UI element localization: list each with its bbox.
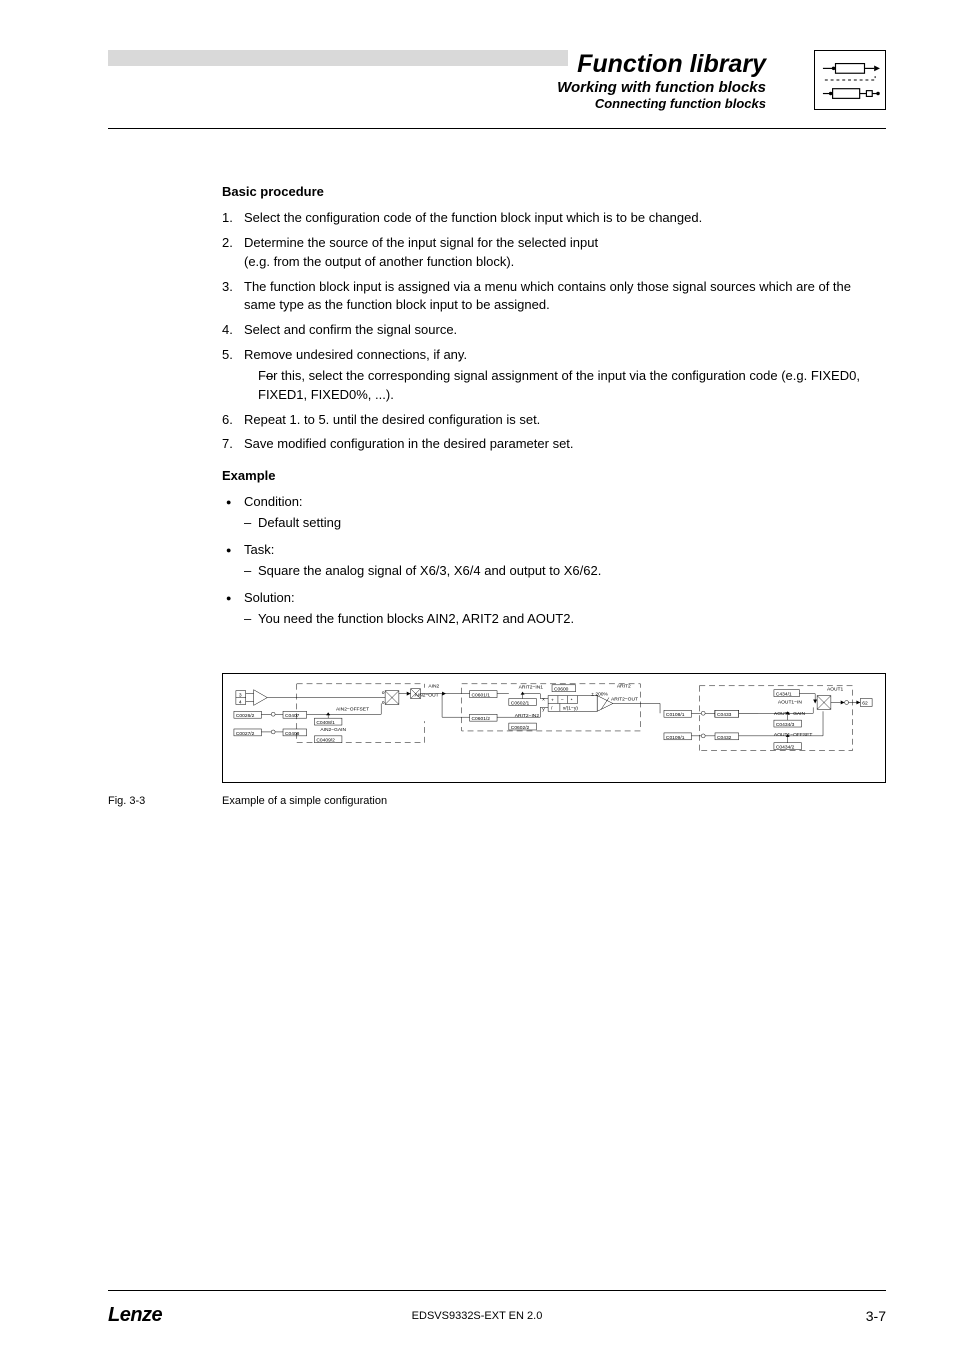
svg-text:ARIT2: ARIT2 (617, 684, 631, 690)
header-gray-bar (108, 50, 568, 66)
page-subtitle-2: Connecting function blocks (557, 96, 766, 111)
svg-text:C0432: C0432 (717, 735, 732, 741)
example-item: Condition: Default setting (222, 493, 886, 533)
figure-label: Fig. 3-3 (108, 795, 145, 807)
svg-text:C0408: C0408 (285, 731, 300, 737)
function-block-icon (814, 50, 886, 110)
svg-text:−: − (561, 698, 564, 703)
svg-text:C0026/2: C0026/2 (236, 713, 255, 719)
procedure-step: Determine the source of the input signal… (222, 234, 886, 272)
svg-text:C0601/1: C0601/1 (472, 693, 491, 699)
svg-text:ARIT2−OUT: ARIT2−OUT (611, 697, 638, 703)
example-item: Solution: You need the function blocks A… (222, 589, 886, 629)
svg-text:ARIT2−IN2: ARIT2−IN2 (515, 713, 540, 719)
footer: Lenze EDSVS9332S-EXT EN 2.0 3-7 (0, 1290, 954, 1350)
svg-text:AIN2: AIN2 (428, 684, 439, 690)
procedure-step: Select the configuration code of the fun… (222, 209, 886, 228)
svg-text:C0109/1: C0109/1 (666, 735, 685, 741)
svg-text:AOUT1: AOUT1 (827, 687, 844, 693)
svg-text:AIN2−GAIN: AIN2−GAIN (320, 727, 346, 733)
svg-text:y: y (542, 707, 545, 712)
svg-text:C0027/2: C0027/2 (236, 731, 255, 737)
procedure-step: Select and confirm the signal source. (222, 321, 886, 340)
basic-procedure-heading: Basic procedure (222, 184, 886, 199)
page-number: 3-7 (866, 1308, 886, 1324)
svg-text:C0108/1: C0108/1 (666, 712, 685, 718)
page-subtitle: Working with function blocks (557, 79, 766, 96)
svg-text:C0408/1: C0408/1 (316, 720, 335, 726)
svg-text:C434/1: C434/1 (776, 692, 792, 698)
svg-text:C0434/2: C0434/2 (776, 745, 795, 751)
svg-text:AOUT1−IN: AOUT1−IN (778, 699, 803, 705)
svg-text:3: 3 (239, 693, 242, 699)
svg-text:C0601/2: C0601/2 (472, 716, 491, 722)
svg-text:C0409/2: C0409/2 (316, 738, 335, 744)
procedure-list: Select the configuration code of the fun… (222, 209, 886, 454)
procedure-step: The function block input is assigned via… (222, 278, 886, 316)
example-heading: Example (222, 468, 886, 483)
header-rule (108, 128, 886, 129)
svg-text:AOUT1−OFFSET: AOUT1−OFFSET (774, 732, 812, 738)
svg-text:C0602/2: C0602/2 (511, 725, 530, 731)
example-list: Condition: Default setting Task: Square … (222, 493, 886, 628)
svg-text:x/(1−y): x/(1−y) (563, 705, 578, 711)
document-id: EDSVS9332S-EXT EN 2.0 (0, 1310, 954, 1322)
procedure-step: Save modified configuration in the desir… (222, 435, 886, 454)
svg-text:C0407: C0407 (285, 713, 300, 719)
content: Basic procedure Select the configuration… (222, 170, 886, 630)
procedure-step: Remove undesired connections, if any. Fo… (222, 346, 886, 405)
svg-text:C0433: C0433 (717, 712, 732, 718)
svg-text:4: 4 (239, 699, 242, 705)
svg-text:C0602/1: C0602/1 (511, 700, 530, 706)
svg-text:x: x (542, 698, 545, 703)
svg-text:AIN2−OFFSET: AIN2−OFFSET (336, 706, 369, 712)
svg-text:ARIT2−IN1: ARIT2−IN1 (519, 685, 544, 691)
svg-text:AOUT1−GAIN: AOUT1−GAIN (774, 711, 806, 717)
procedure-step: Repeat 1. to 5. until the desired config… (222, 411, 886, 430)
page-title: Function library (557, 50, 766, 79)
svg-text:C0434/3: C0434/3 (776, 722, 795, 728)
figure-caption: Example of a simple configuration (222, 795, 387, 807)
svg-text:62: 62 (862, 700, 868, 706)
svg-text:*: * (571, 697, 573, 703)
svg-text:/: / (551, 705, 553, 711)
footer-rule (108, 1290, 886, 1291)
configuration-diagram: AIN2 3 4 AIN2−OUT (222, 673, 886, 783)
example-item: Task: Square the analog signal of X6/3, … (222, 541, 886, 581)
svg-text:+: + (551, 698, 554, 703)
title-block: Function library Working with function b… (557, 50, 766, 111)
header: Function library Working with function b… (108, 50, 886, 125)
svg-text:C0600: C0600 (554, 687, 569, 693)
